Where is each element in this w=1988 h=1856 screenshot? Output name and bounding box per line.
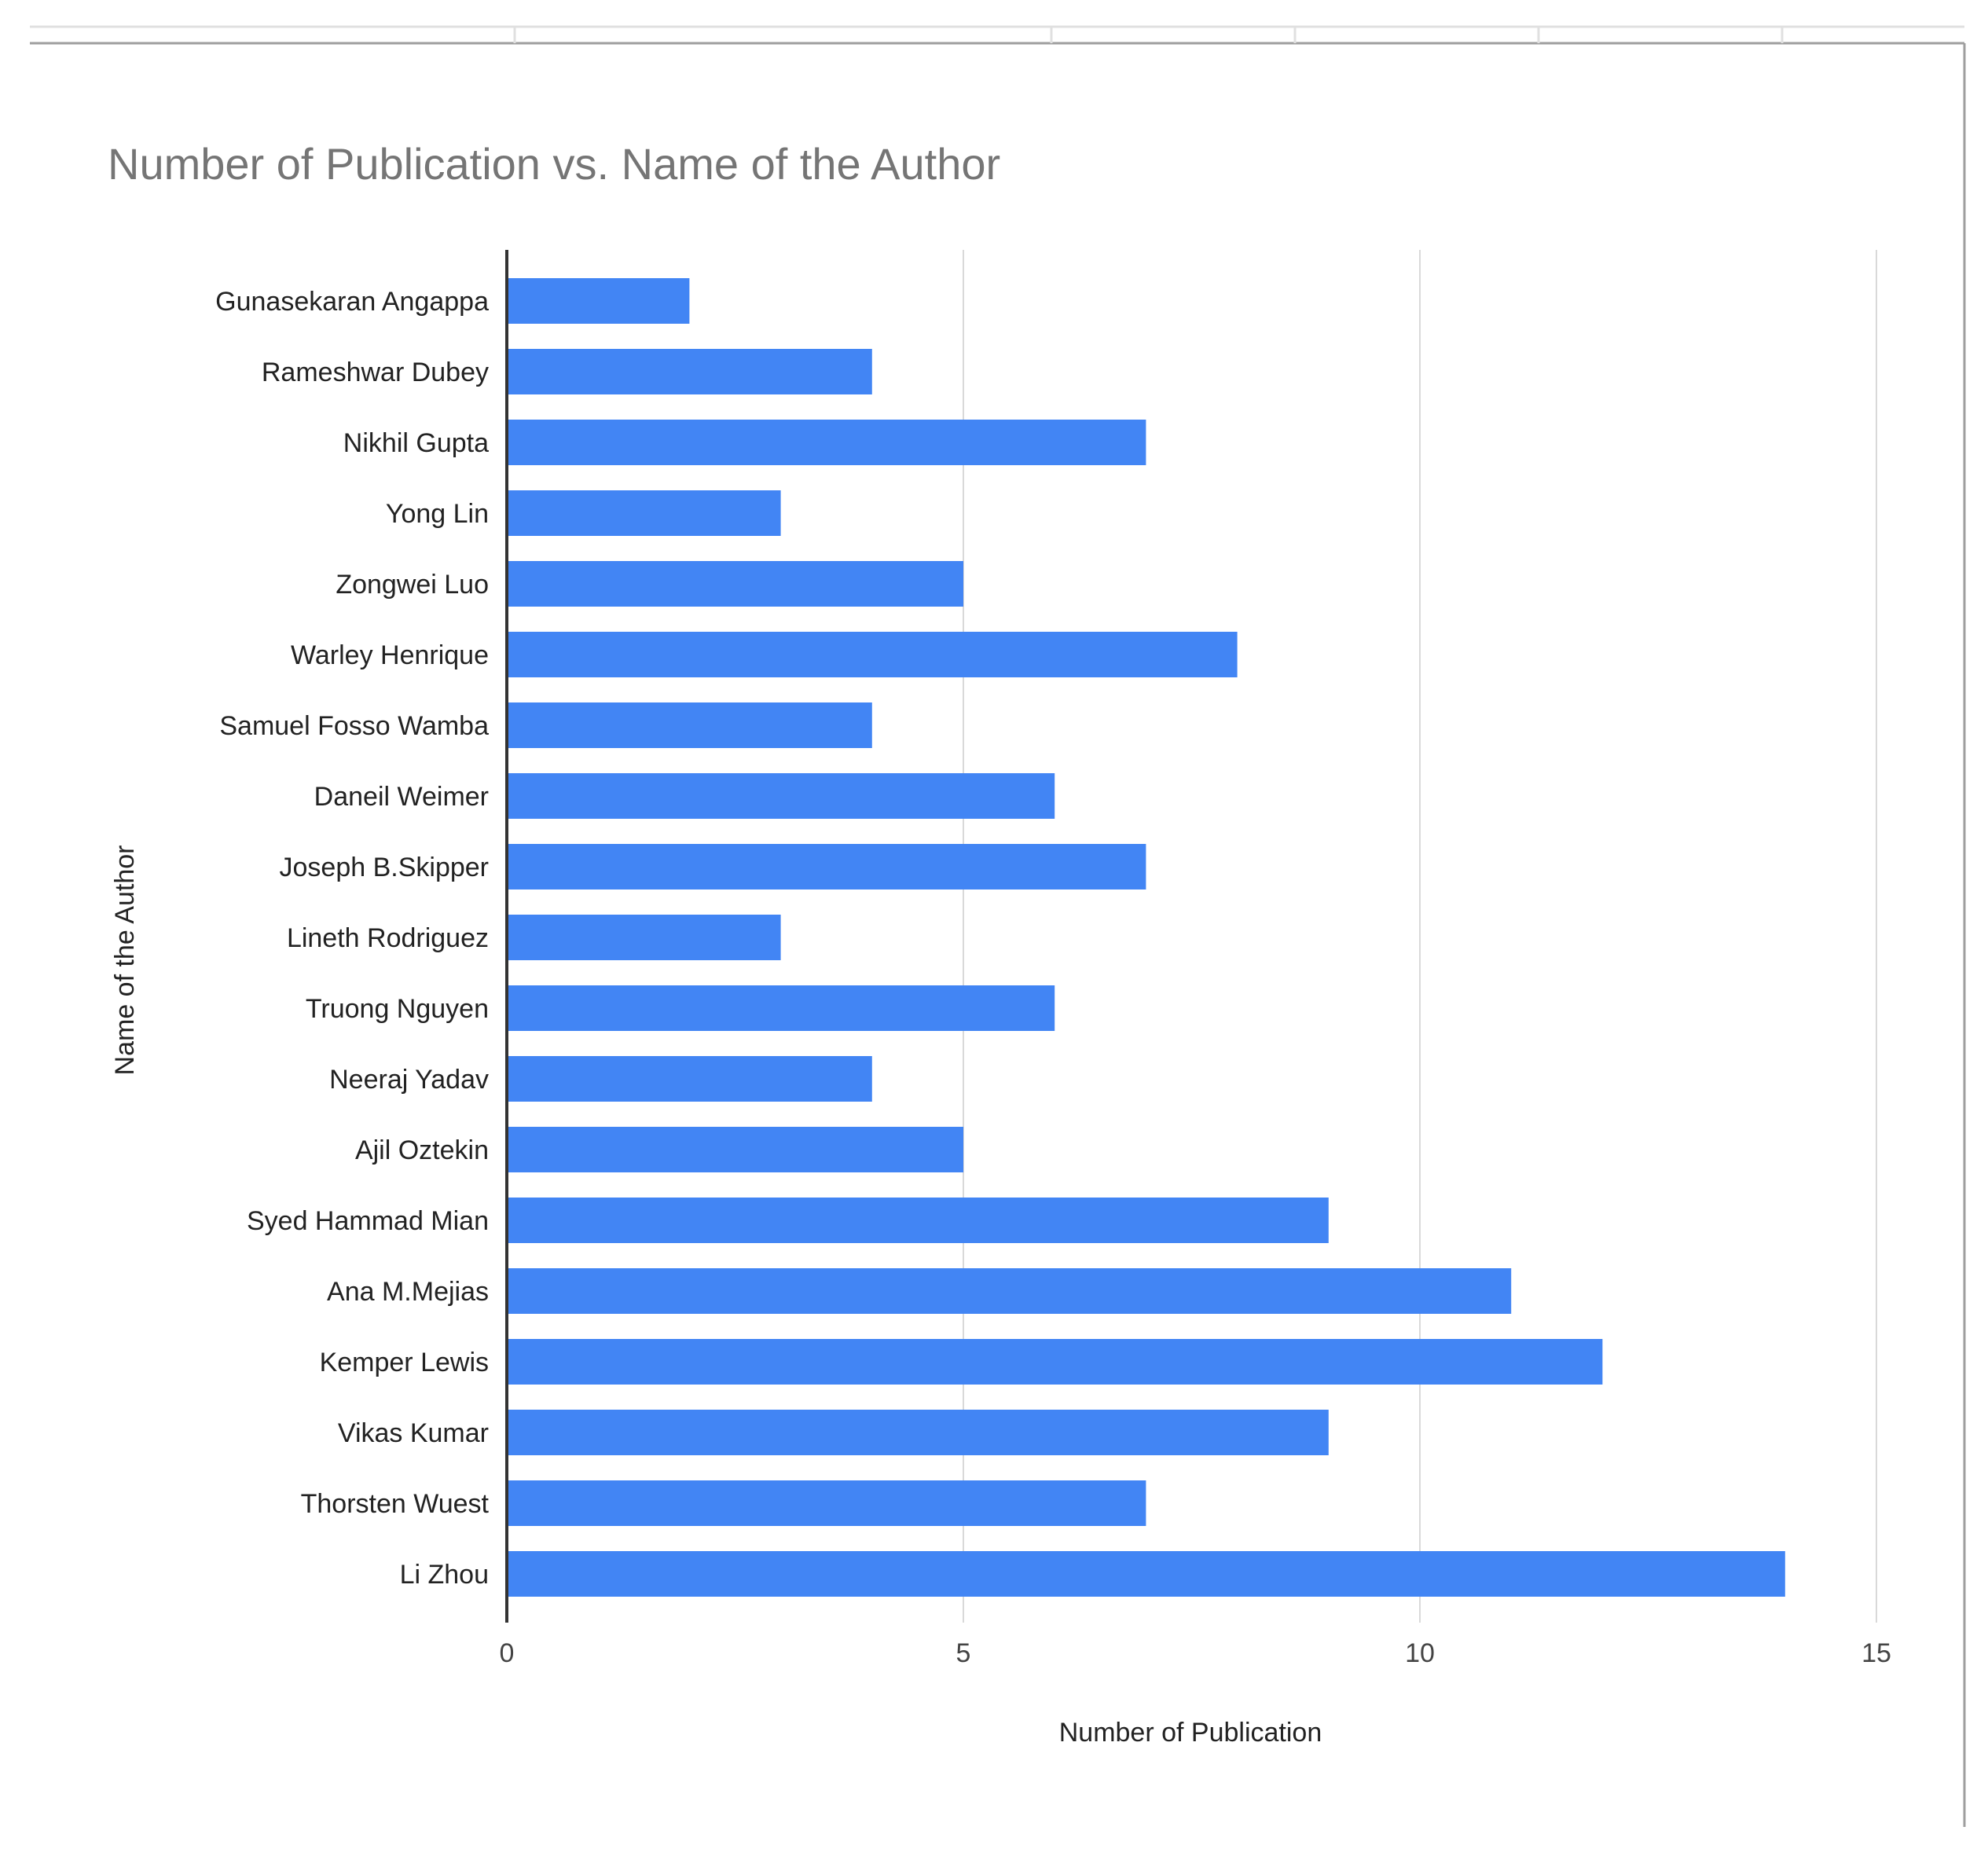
x-tick-label: 15 — [1861, 1638, 1891, 1668]
category-label: Ana M.Mejias — [327, 1277, 489, 1307]
category-labels: Gunasekaran Angappa Rameshwar Dubey Nikhil… — [215, 287, 489, 1590]
category-label: Warley Henrique — [291, 640, 489, 670]
bar — [507, 773, 1055, 819]
category-label: Yong Lin — [386, 499, 489, 529]
category-label: Li Zhou — [400, 1560, 489, 1590]
x-tick-label: 0 — [500, 1638, 515, 1668]
category-label: Thorsten Wuest — [301, 1489, 490, 1519]
category-label: Lineth Rodriguez — [287, 923, 489, 953]
category-label: Syed Hammad Mian — [247, 1206, 489, 1236]
bars — [507, 278, 1785, 1597]
x-tick-label: 10 — [1405, 1638, 1435, 1668]
bar — [507, 1198, 1329, 1243]
bar — [507, 985, 1055, 1031]
category-label: Ajil Oztekin — [355, 1135, 489, 1165]
category-label: Joseph B.Skipper — [280, 853, 490, 882]
chart-title: Number of Publication vs. Name of the Au… — [108, 139, 1000, 189]
category-label: Vikas Kumar — [338, 1418, 489, 1448]
category-label: Samuel Fosso Wamba — [219, 711, 489, 741]
category-label: Truong Nguyen — [306, 994, 489, 1024]
bar — [507, 420, 1146, 465]
category-label: Kemper Lewis — [320, 1348, 489, 1377]
bar — [507, 1056, 872, 1102]
bar — [507, 1551, 1785, 1597]
category-label: Zongwei Luo — [336, 570, 489, 600]
x-axis-title: Number of Publication — [1059, 1718, 1322, 1748]
bar — [507, 278, 690, 324]
bar — [507, 490, 781, 536]
bar — [507, 1480, 1146, 1526]
bar — [507, 844, 1146, 889]
category-label: Rameshwar Dubey — [262, 358, 489, 387]
x-tick-labels: 0 5 10 15 — [500, 1638, 1891, 1668]
bar — [507, 632, 1238, 677]
bar — [507, 1268, 1512, 1314]
bar — [507, 561, 963, 607]
category-label: Daneil Weimer — [314, 782, 489, 812]
y-axis-title: Name of the Author — [110, 845, 140, 1076]
category-label: Nikhil Gupta — [343, 428, 489, 458]
bar — [507, 702, 872, 748]
bar — [507, 1339, 1603, 1385]
category-label: Neeraj Yadav — [329, 1065, 489, 1095]
bar — [507, 349, 872, 394]
bar — [507, 1127, 963, 1172]
gridlines — [963, 250, 1877, 1623]
bar — [507, 1410, 1329, 1455]
bar — [507, 915, 781, 960]
sheet-frame — [30, 25, 1966, 1827]
category-label: Gunasekaran Angappa — [215, 287, 489, 317]
x-tick-label: 5 — [956, 1638, 971, 1668]
